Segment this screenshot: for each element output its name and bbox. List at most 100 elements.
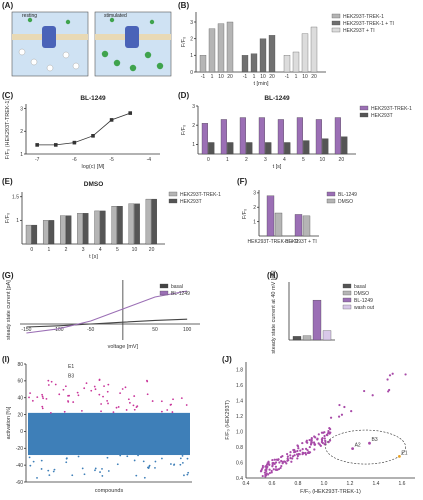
ions-resting bbox=[18, 48, 80, 72]
j-point bbox=[291, 455, 295, 458]
i-point bbox=[107, 470, 110, 472]
b-y-tick-label: 0 bbox=[190, 70, 193, 76]
h-y-label: steady state current at 40 mV [pA] bbox=[271, 270, 277, 354]
e-bar bbox=[100, 210, 106, 245]
panel-a-label: (A) bbox=[2, 1, 14, 10]
b-x-tick-label: -1 bbox=[285, 74, 290, 80]
d-bar bbox=[258, 117, 265, 155]
j-point bbox=[261, 466, 264, 469]
i-point bbox=[93, 385, 96, 388]
panel-h-chart: steady state current at 40 mV [pA] basalD… bbox=[271, 270, 375, 354]
g-legend-label: BL-1249 bbox=[171, 291, 190, 297]
j-point bbox=[291, 457, 294, 460]
panel-d: (D) 1 2 3 BL-1249 F/F₀ 0 1 2 3 4 5 10 20 t [s] HEK293T… bbox=[176, 90, 423, 174]
j-point bbox=[313, 435, 316, 438]
f-legend-swatch bbox=[326, 191, 336, 197]
b-y-tick-label: 2 bbox=[190, 36, 193, 42]
j-point bbox=[301, 441, 304, 445]
e-x-tick-label: 3 bbox=[82, 247, 85, 253]
i-point bbox=[181, 462, 184, 464]
b-x-tick-label: 10 bbox=[260, 74, 266, 80]
c-x-tick-label: -6 bbox=[72, 157, 77, 163]
j-point bbox=[289, 451, 292, 454]
c-point bbox=[53, 143, 58, 147]
g-x-tick-label: 50 bbox=[152, 327, 158, 333]
i-point bbox=[99, 471, 101, 473]
j-point bbox=[305, 440, 308, 443]
j-x-tick-label: 0.8 bbox=[295, 481, 302, 487]
channel-resting bbox=[42, 26, 56, 48]
i-y-tick-label: -40 bbox=[16, 463, 23, 469]
h-bar bbox=[322, 330, 332, 341]
i-point bbox=[63, 410, 66, 413]
b-x-tick-label: -1 bbox=[201, 74, 206, 80]
i-point bbox=[173, 463, 176, 466]
j-annotated-point bbox=[398, 454, 401, 458]
j-point bbox=[281, 455, 284, 458]
d-bar bbox=[284, 142, 291, 155]
j-point bbox=[272, 468, 275, 471]
c-point bbox=[72, 140, 77, 145]
i-point bbox=[181, 454, 184, 457]
i-point bbox=[160, 400, 163, 403]
panel-h-label: (H) bbox=[267, 271, 279, 280]
g-legend-label: basal bbox=[171, 284, 183, 290]
b-legend-label: HEK293T-TREK-1 + TI bbox=[343, 21, 394, 27]
h-bar bbox=[292, 336, 302, 341]
h-legend-swatch bbox=[342, 283, 352, 289]
c-x-tick-label: -7 bbox=[35, 157, 40, 163]
j-point bbox=[265, 469, 268, 473]
j-point bbox=[268, 468, 271, 471]
d-bar bbox=[265, 142, 272, 155]
e-y-tick-label: 1 bbox=[16, 218, 19, 224]
panel-i-label: (I) bbox=[2, 355, 10, 364]
f-legend-label: BL-1249 bbox=[338, 192, 357, 198]
e-x-tick-label: 20 bbox=[149, 247, 155, 253]
h-legend-label: DMSO bbox=[354, 291, 369, 297]
e-bar bbox=[31, 224, 38, 245]
i-point bbox=[117, 406, 120, 408]
i-point bbox=[147, 466, 149, 469]
i-point bbox=[103, 385, 105, 388]
i-point bbox=[81, 467, 84, 470]
e-y-tick-label: 1.5 bbox=[12, 195, 19, 201]
i-point bbox=[101, 475, 104, 477]
i-point bbox=[132, 404, 135, 407]
j-annotation: A2 bbox=[355, 443, 361, 449]
i-point bbox=[42, 397, 45, 400]
i-point bbox=[62, 388, 65, 391]
i-point bbox=[83, 387, 86, 390]
j-point bbox=[296, 457, 299, 460]
i-point bbox=[94, 388, 97, 391]
d-x-tick-label: 3 bbox=[264, 157, 267, 163]
panel-c-chart: 1 2 3 BL-1249 F/F₀ (HEK293T-TREK-1) -7 -6 -5 -4 l… bbox=[5, 95, 160, 170]
d-x-tick-label: 20 bbox=[339, 157, 345, 163]
d-y-tick-label: 1 bbox=[192, 142, 195, 148]
j-point bbox=[388, 374, 392, 377]
j-point bbox=[265, 465, 268, 469]
j-point bbox=[281, 461, 284, 464]
d-bar bbox=[315, 119, 322, 155]
b-bar bbox=[283, 55, 291, 73]
j-x-tick-label: 1.0 bbox=[321, 481, 328, 487]
j-point bbox=[286, 455, 289, 458]
j-point bbox=[391, 372, 394, 375]
j-point bbox=[296, 449, 299, 453]
panel-j-chart: 1.8 1.6 1.4 1.2 1.0 0.8 0.6 0.40.4 0.6 0.8 1.0 1.2 1… bbox=[225, 362, 415, 495]
c-y-tick-label: 3 bbox=[20, 106, 23, 112]
panel-e-chart: 1 1.5 DMSO F/F₀ 0 1 2 3 4 5 10 20 t [s] HEK293T-TREK-… bbox=[5, 181, 221, 260]
j-point bbox=[316, 438, 319, 441]
c-point bbox=[109, 118, 114, 122]
i-point bbox=[119, 454, 122, 457]
i-point bbox=[67, 401, 70, 403]
i-point bbox=[94, 467, 97, 470]
j-point bbox=[286, 452, 289, 456]
j-selection-ellipse bbox=[325, 429, 406, 465]
d-bar bbox=[277, 119, 284, 155]
i-point bbox=[41, 393, 43, 396]
j-point bbox=[310, 437, 313, 440]
i-point bbox=[53, 468, 56, 471]
j-point bbox=[323, 434, 326, 438]
panel-b: (B) 0 1 2 3 F/F₀ -1 1 10 20 -1 1 10 20 -1 1 10 20 t [min]… bbox=[176, 0, 423, 88]
j-y-tick-label: 0.8 bbox=[236, 445, 243, 451]
